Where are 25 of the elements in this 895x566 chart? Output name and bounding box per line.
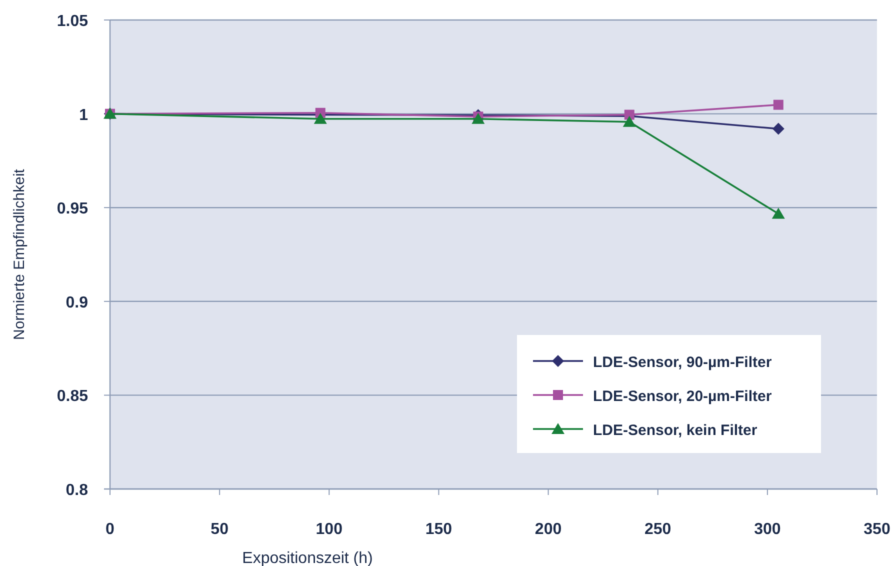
x-tick-label: 150	[425, 521, 452, 538]
x-tick-label: 200	[534, 521, 562, 538]
x-tick-label: 300	[754, 521, 781, 538]
x-tick-label: 350	[864, 521, 890, 538]
legend-label: LDE-Sensor, 20-µm-Filter	[593, 388, 772, 405]
legend-label: LDE-Sensor, kein Filter	[593, 422, 758, 439]
y-tick-label: 0.9	[66, 294, 88, 312]
x-axis-title: Expositionszeit (h)	[242, 550, 373, 566]
point	[772, 208, 785, 219]
x-tick-label: 50	[210, 521, 229, 538]
y-tick-label: 0.85	[56, 388, 88, 406]
point	[622, 116, 636, 127]
y-tick-label: 1	[79, 106, 88, 124]
x-tick-label: 100	[316, 521, 343, 538]
y-tick-label: 0.8	[66, 482, 88, 499]
x-tick-label: 0	[106, 521, 115, 538]
legend-label: LDE-Sensor, 90-µm-Filter	[593, 354, 772, 371]
y-tick-label: 1.05	[56, 13, 88, 30]
point	[624, 110, 634, 120]
point	[314, 112, 327, 124]
x-tick-label: 250	[644, 521, 672, 538]
y-axis-title: Normierte Empfindlichkeit	[11, 168, 28, 340]
y-tick-label: 0.95	[56, 200, 88, 218]
point	[772, 122, 784, 135]
point	[773, 100, 784, 110]
